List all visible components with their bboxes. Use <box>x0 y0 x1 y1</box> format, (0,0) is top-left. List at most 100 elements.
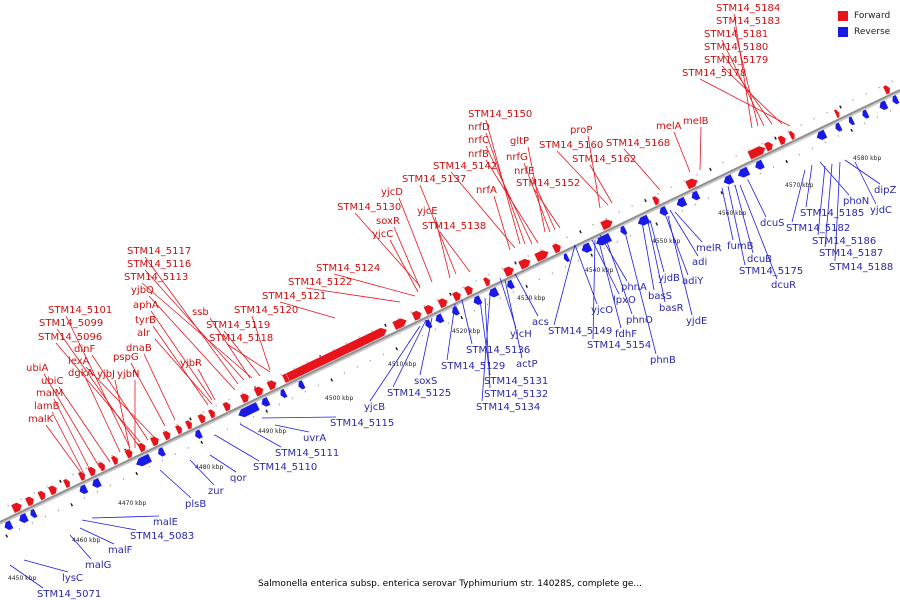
forward-gene-label[interactable]: yjcE <box>417 206 438 217</box>
forward-gene-feature[interactable] <box>423 304 434 316</box>
reverse-gene-feature[interactable] <box>157 446 167 458</box>
reverse-gene-label[interactable]: STM14_5110 <box>253 462 317 473</box>
forward-gene-label[interactable]: STM14_5121 <box>262 291 326 302</box>
forward-gene-feature[interactable] <box>207 408 216 419</box>
forward-gene-label[interactable]: ubiA <box>26 363 48 374</box>
forward-gene-feature[interactable] <box>777 135 786 146</box>
reverse-gene-feature[interactable] <box>451 305 461 316</box>
forward-gene-feature[interactable] <box>197 413 206 425</box>
forward-gene-label[interactable]: alr <box>137 328 151 339</box>
forward-gene-label[interactable]: dgkA <box>68 368 93 379</box>
reverse-gene-feature[interactable] <box>91 477 103 489</box>
reverse-gene-label[interactable]: dcuS <box>760 218 785 229</box>
forward-gene-label[interactable]: lexA <box>68 356 90 367</box>
forward-gene-label[interactable]: ubiC <box>41 376 63 387</box>
reverse-gene-label[interactable]: fumB <box>727 241 754 252</box>
reverse-gene-feature[interactable] <box>620 225 628 236</box>
reverse-gene-feature[interactable] <box>135 453 153 467</box>
forward-gene-label[interactable]: dnaB <box>126 343 152 354</box>
forward-gene-label[interactable]: yjbR <box>180 358 202 369</box>
reverse-gene-label[interactable]: STM14_5185 <box>800 208 864 219</box>
forward-gene-label[interactable]: melB <box>683 116 709 127</box>
forward-gene-label[interactable]: dinF <box>74 344 95 355</box>
forward-gene-label[interactable]: STM14_5138 <box>422 221 486 232</box>
reverse-gene-feature[interactable] <box>280 388 288 399</box>
forward-gene-label[interactable]: nrfB <box>468 149 489 160</box>
forward-gene-label[interactable]: STM14_5142 <box>433 161 497 172</box>
forward-gene-feature[interactable] <box>266 379 277 391</box>
forward-gene-feature[interactable] <box>124 448 133 460</box>
forward-gene-label[interactable]: STM14_5122 <box>288 277 352 288</box>
forward-gene-feature[interactable] <box>882 84 891 95</box>
forward-gene-feature[interactable] <box>10 502 23 514</box>
reverse-gene-label[interactable]: STM14_5182 <box>786 223 850 234</box>
reverse-gene-label[interactable]: actP <box>516 359 538 370</box>
forward-gene-label[interactable]: yjbN <box>117 369 140 380</box>
forward-gene-label[interactable]: STM14_5137 <box>402 174 466 185</box>
forward-gene-feature[interactable] <box>239 392 250 404</box>
forward-gene-feature[interactable] <box>599 218 614 231</box>
forward-gene-feature[interactable] <box>24 496 35 507</box>
forward-gene-label[interactable]: gltP <box>510 136 529 147</box>
reverse-gene-label[interactable]: phnB <box>650 355 676 366</box>
forward-gene-feature[interactable] <box>502 266 515 278</box>
forward-gene-label[interactable]: malM <box>36 388 63 399</box>
forward-gene-feature[interactable] <box>482 276 491 287</box>
forward-gene-label[interactable]: nrfD <box>468 122 490 133</box>
forward-gene-feature[interactable] <box>833 108 840 119</box>
forward-gene-feature[interactable] <box>47 485 58 496</box>
forward-gene-feature[interactable] <box>437 297 448 309</box>
forward-gene-feature[interactable] <box>787 130 796 141</box>
forward-gene-feature[interactable] <box>253 386 264 398</box>
reverse-gene-label[interactable]: dcuR <box>771 280 796 291</box>
reverse-gene-label[interactable]: adiY <box>682 276 704 287</box>
reverse-gene-label[interactable]: malG <box>85 560 111 571</box>
reverse-gene-label[interactable]: STM14_5111 <box>275 448 339 459</box>
reverse-gene-feature[interactable] <box>879 99 889 111</box>
forward-gene-label[interactable]: STM14_5183 <box>716 16 780 27</box>
forward-gene-label[interactable]: STM14_5178 <box>682 68 746 79</box>
reverse-gene-feature[interactable] <box>737 166 751 178</box>
reverse-gene-feature[interactable] <box>754 159 766 171</box>
forward-gene-feature[interactable] <box>684 178 699 190</box>
forward-gene-label[interactable]: malK <box>28 414 54 425</box>
forward-gene-label[interactable]: STM14_5101 <box>48 305 112 316</box>
reverse-gene-label[interactable]: fdhF <box>615 329 637 340</box>
reverse-gene-label[interactable]: lpxO <box>613 295 636 306</box>
reverse-gene-label[interactable]: malE <box>153 517 178 528</box>
forward-gene-feature[interactable] <box>551 243 562 254</box>
forward-gene-label[interactable]: STM14_5118 <box>209 333 273 344</box>
reverse-gene-label[interactable]: yjcB <box>364 402 385 413</box>
reverse-gene-label[interactable]: STM14_5187 <box>819 248 883 259</box>
forward-gene-feature[interactable] <box>285 327 388 382</box>
forward-gene-label[interactable]: STM14_5124 <box>316 263 380 274</box>
forward-gene-feature[interactable] <box>184 419 193 431</box>
forward-gene-label[interactable]: nrfG <box>506 152 528 163</box>
forward-gene-label[interactable]: STM14_5160 <box>539 140 603 151</box>
forward-gene-label[interactable]: nrfA <box>476 185 497 196</box>
forward-gene-label[interactable]: STM14_5130 <box>337 202 401 213</box>
reverse-gene-label[interactable]: lysC <box>62 573 83 584</box>
reverse-gene-label[interactable]: yjdE <box>686 316 707 327</box>
forward-gene-label[interactable]: aphA <box>133 300 159 311</box>
forward-gene-label[interactable]: STM14_5116 <box>127 259 191 270</box>
reverse-gene-label[interactable]: STM14_5083 <box>130 531 194 542</box>
reverse-gene-feature[interactable] <box>723 173 735 186</box>
forward-gene-label[interactable]: STM14_5117 <box>127 246 191 257</box>
reverse-gene-feature[interactable] <box>691 190 701 201</box>
reverse-gene-label[interactable]: qor <box>230 473 247 484</box>
forward-gene-label[interactable]: STM14_5119 <box>206 320 270 331</box>
reverse-gene-label[interactable]: basR <box>659 303 684 314</box>
reverse-gene-label[interactable]: dcuB <box>747 254 772 265</box>
reverse-gene-feature[interactable] <box>435 312 445 324</box>
reverse-gene-label[interactable]: yjcO <box>591 305 613 316</box>
forward-gene-label[interactable]: STM14_5168 <box>606 138 670 149</box>
reverse-gene-label[interactable]: malF <box>108 545 133 556</box>
forward-gene-feature[interactable] <box>62 478 71 489</box>
reverse-gene-label[interactable]: acs <box>532 317 549 328</box>
reverse-gene-feature[interactable] <box>194 428 204 440</box>
reverse-gene-label[interactable]: plsB <box>185 499 206 510</box>
forward-gene-label[interactable]: STM14_5150 <box>468 109 532 120</box>
forward-gene-label[interactable]: STM14_5099 <box>39 318 103 329</box>
reverse-gene-feature[interactable] <box>816 129 828 141</box>
